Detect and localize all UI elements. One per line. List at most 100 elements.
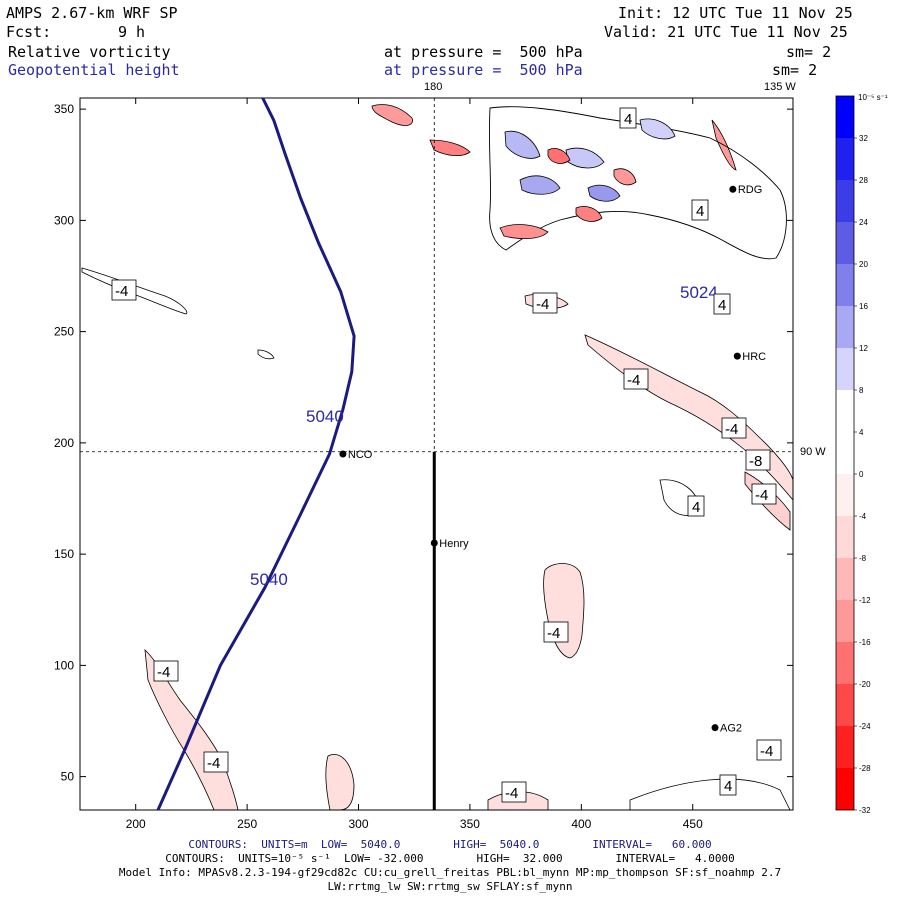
colorbar-swatch xyxy=(836,642,854,684)
colorbar-label: 28 xyxy=(859,176,868,185)
vorticity-contour-label: 4 xyxy=(691,199,709,221)
height-contour-label: 5024 xyxy=(680,283,718,302)
field1-name: Relative vorticity xyxy=(8,43,171,61)
colorbar-label: 0 xyxy=(859,470,864,479)
field1-level: at pressure = 500 hPa xyxy=(384,43,583,61)
y-tick-label: 200 xyxy=(54,436,74,450)
vorticity-contour-label: -8 xyxy=(745,449,771,471)
vorticity-contour-label: 4 xyxy=(719,774,737,796)
pos-vort-region xyxy=(587,184,621,202)
station-marker xyxy=(729,185,737,193)
svg-text:4: 4 xyxy=(718,297,726,314)
neg-vort-region xyxy=(629,778,791,811)
colorbar-label: -8 xyxy=(859,554,867,563)
colorbar-label: -20 xyxy=(859,680,871,689)
pos-vort-region xyxy=(639,118,676,140)
station-label: Henry xyxy=(439,538,469,550)
physics-info: LW:rrtmg_lw SW:rrtmg_sw SFLAY:sf_mynn xyxy=(327,880,573,893)
colorbar-swatch xyxy=(836,306,854,348)
vorticity-contour-info: CONTOURS: UNITS=10⁻⁵ s⁻¹ LOW= -32.000 HI… xyxy=(165,852,735,865)
height-contour-info: CONTOURS: UNITS=m LOW= 5040.0 HIGH= 5040… xyxy=(188,838,712,851)
colorbar-swatch xyxy=(836,138,854,180)
x-tick-label: 200 xyxy=(126,817,146,831)
meridian-90w-label: 90 W xyxy=(800,446,826,458)
station-label: AG2 xyxy=(720,723,742,735)
svg-text:-4: -4 xyxy=(505,785,518,802)
svg-text:-4: -4 xyxy=(207,755,220,772)
station-marker xyxy=(339,450,347,458)
pos-vort-region xyxy=(519,175,561,195)
y-tick-label: 250 xyxy=(54,325,74,339)
pos-vort-region xyxy=(504,130,541,159)
colorbar-label: 16 xyxy=(859,302,868,311)
neg-vort-region xyxy=(575,206,603,222)
svg-text:-4: -4 xyxy=(725,421,738,438)
plot-frame xyxy=(79,97,794,811)
y-tick-label: 100 xyxy=(54,658,74,672)
field2-level: at pressure = 500 hPa xyxy=(384,61,583,79)
neg-vort-region xyxy=(547,148,571,164)
vorticity-contour-label: -4 xyxy=(203,751,229,773)
station-marker xyxy=(733,352,741,360)
vorticity-contour-label: -4 xyxy=(756,739,782,761)
station-label: NCO xyxy=(348,449,373,461)
station-label: HRC xyxy=(742,351,766,363)
neg-vort-region xyxy=(613,168,637,186)
vorticity-contour-label: 4 xyxy=(713,293,731,315)
model-title: AMPS 2.67-km WRF SP xyxy=(6,4,178,22)
colorbar-frame xyxy=(835,95,855,811)
neg-vort-region xyxy=(371,104,413,126)
vorticity-contour-label: -4 xyxy=(153,660,179,682)
colorbar-label: 24 xyxy=(859,218,868,227)
colorbar-swatch xyxy=(836,768,854,810)
forecast-value: 9 h xyxy=(118,23,146,41)
colorbar-label: -24 xyxy=(859,722,871,731)
colorbar-label: 4 xyxy=(859,428,864,437)
colorbar-label: 12 xyxy=(859,344,868,353)
vorticity-contour-label: -4 xyxy=(623,368,649,390)
colorbar-label: 32 xyxy=(859,134,868,143)
x-tick-label: 350 xyxy=(460,817,480,831)
vorticity-contour-label: -4 xyxy=(751,483,777,505)
y-tick-label: 50 xyxy=(61,770,75,784)
svg-text:-4: -4 xyxy=(115,283,128,300)
svg-text:4: 4 xyxy=(692,499,700,516)
colorbar-label: -12 xyxy=(859,596,871,605)
station-marker xyxy=(430,539,438,547)
height-contour-label: 5040 xyxy=(250,570,288,589)
svg-text:4: 4 xyxy=(624,111,632,128)
colorbar-swatch xyxy=(836,222,854,264)
vorticity-contour-label: -4 xyxy=(721,417,747,439)
meridian-180-label: 180 xyxy=(424,81,442,93)
colorbar-swatch xyxy=(836,348,854,390)
colorbar-swatch xyxy=(836,474,854,516)
neg-vort-region xyxy=(429,139,471,156)
colorbar-label: -32 xyxy=(859,806,871,815)
station-marker xyxy=(711,724,719,732)
neg-vort-region xyxy=(543,563,585,659)
forecast-label: Fcst: xyxy=(6,23,52,41)
vorticity-regions xyxy=(81,104,794,811)
colorbar-label: 8 xyxy=(859,386,864,395)
valid-time: Valid: 21 UTC Tue 11 Nov 25 xyxy=(604,23,848,41)
svg-text:-4: -4 xyxy=(547,625,560,642)
x-tick-label: 400 xyxy=(571,817,591,831)
y-tick-label: 300 xyxy=(54,213,74,227)
neg-vort-region xyxy=(325,754,355,811)
colorbar-unit: 10⁻⁵ s⁻¹ xyxy=(858,93,888,102)
svg-text:-4: -4 xyxy=(755,487,768,504)
neg-vort-region xyxy=(499,224,549,240)
neg-vort-region xyxy=(257,349,275,360)
svg-text:-4: -4 xyxy=(627,372,640,389)
pos-vort-region xyxy=(565,147,605,169)
field1-smoothing: sm= 2 xyxy=(786,43,832,61)
svg-text:-4: -4 xyxy=(536,296,549,313)
vorticity-contour-label: -4 xyxy=(501,781,527,803)
model-info: Model Info: MPASv8.2.3-194-gf29cd82c CU:… xyxy=(118,866,782,879)
colorbar-label: -28 xyxy=(859,764,871,773)
height-contour-line xyxy=(156,97,356,811)
svg-text:-8: -8 xyxy=(749,453,762,470)
colorbar-swatch xyxy=(836,516,854,558)
field2-smoothing: sm= 2 xyxy=(772,61,818,79)
